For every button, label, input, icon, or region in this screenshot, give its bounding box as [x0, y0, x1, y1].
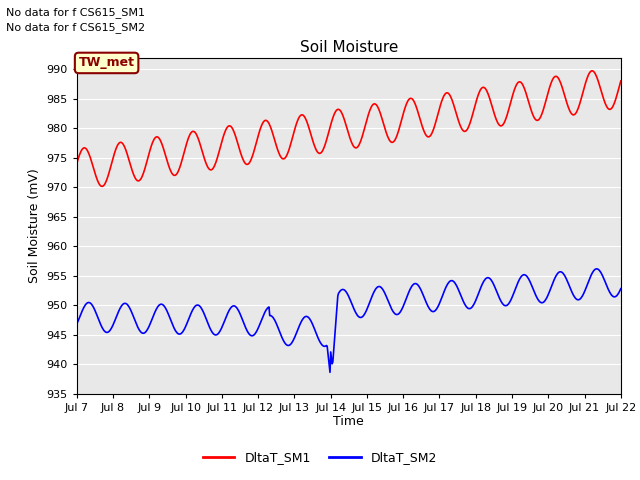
Legend: DltaT_SM1, DltaT_SM2: DltaT_SM1, DltaT_SM2	[198, 446, 442, 469]
Text: TW_met: TW_met	[79, 57, 134, 70]
Text: No data for f CS615_SM2: No data for f CS615_SM2	[6, 22, 145, 33]
X-axis label: Time: Time	[333, 415, 364, 429]
Y-axis label: Soil Moisture (mV): Soil Moisture (mV)	[28, 168, 41, 283]
Text: No data for f CS615_SM1: No data for f CS615_SM1	[6, 7, 145, 18]
Title: Soil Moisture: Soil Moisture	[300, 40, 398, 55]
